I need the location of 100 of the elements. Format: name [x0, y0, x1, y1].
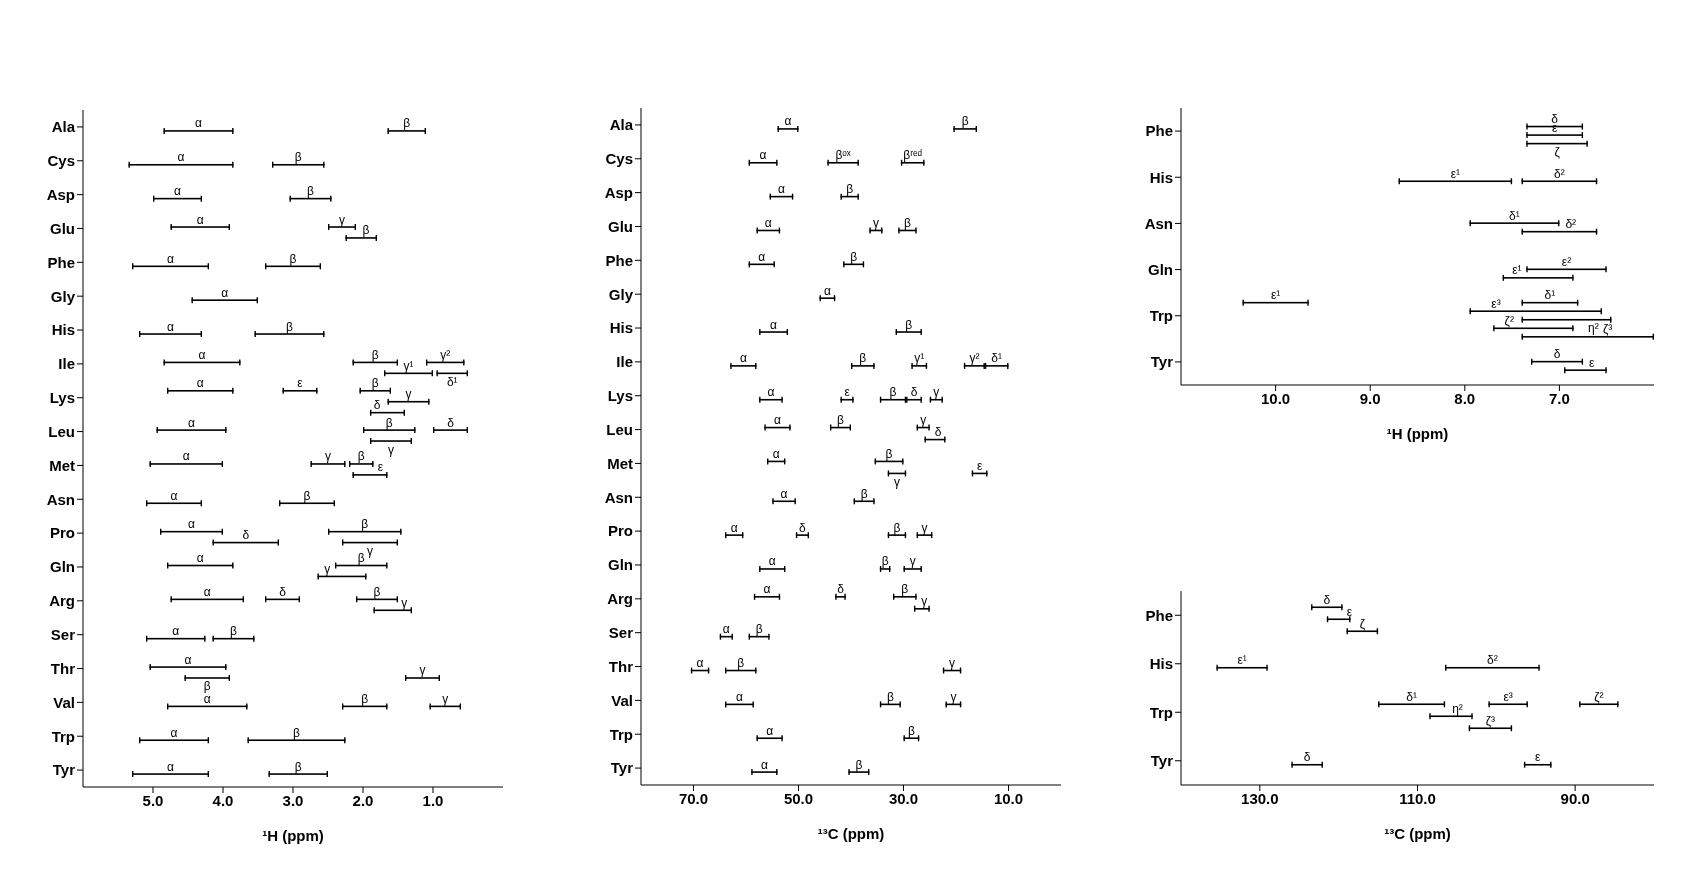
data-label: β — [886, 689, 894, 704]
data-label: βᵒˣ — [835, 148, 851, 163]
data-label: α — [195, 116, 203, 131]
data-label: β — [307, 184, 315, 199]
data-label: α — [184, 652, 192, 667]
y-tick-label: Tyr — [52, 761, 76, 779]
y-tick-label: Ala — [51, 118, 76, 136]
data-label: β — [373, 584, 381, 599]
x-axis-title: ¹³C (ppm) — [1384, 825, 1451, 842]
data-label: γ² — [969, 351, 980, 366]
data-label: δ¹ — [1544, 288, 1556, 303]
data-label: γ — [921, 520, 928, 535]
data-label: δ¹ — [446, 374, 458, 389]
data-label: α — [196, 376, 204, 391]
data-label: δ¹ — [1509, 208, 1520, 223]
data-label: α — [760, 757, 768, 772]
data-label: α — [739, 351, 747, 366]
data-label: β — [403, 116, 411, 131]
data-label: ε — [377, 460, 384, 475]
data-label: ε¹ — [1270, 288, 1281, 303]
x-tick-label: 30.0 — [888, 789, 919, 807]
y-tick-label: Trp — [1149, 307, 1173, 325]
y-tick-label: Trp — [51, 727, 75, 745]
x-tick-label: 8.0 — [1454, 389, 1476, 407]
data-label: β — [837, 413, 845, 428]
data-label: δ² — [1487, 653, 1498, 668]
y-tick-label: Asn — [1144, 214, 1173, 232]
y-tick-label: His — [51, 321, 75, 339]
y-tick-label: Val — [611, 691, 633, 709]
data-label: ε — [1346, 604, 1353, 619]
data-label: α — [774, 413, 782, 428]
y-tick-label: Met — [607, 454, 633, 472]
data-label: α — [167, 759, 175, 774]
data-label: α — [777, 182, 785, 197]
data-label: γ — [921, 594, 928, 609]
data-label: δ — [934, 425, 942, 440]
data-label: ε³ — [1491, 296, 1501, 311]
data-label: γ¹ — [914, 351, 925, 366]
y-tick-label: Arg — [607, 590, 633, 608]
data-label: β — [755, 622, 763, 637]
x-tick-label: 2.0 — [352, 791, 374, 809]
data-label: γ — [367, 544, 373, 559]
data-label: δ¹ — [1406, 689, 1417, 704]
y-tick-label: Trp — [609, 725, 633, 743]
y-tick-label: Gly — [50, 287, 76, 305]
y-tick-label: Thr — [50, 659, 76, 677]
data-label: β — [901, 582, 909, 597]
data-label: α — [170, 725, 178, 740]
y-tick-label: His — [1149, 655, 1173, 673]
y-tick-label: Asp — [46, 185, 75, 203]
data-label: α — [167, 319, 175, 334]
data-label: α — [198, 347, 206, 362]
data-label: γ² — [440, 347, 451, 362]
y-tick-label: Glu — [50, 219, 75, 237]
data-label: β — [286, 319, 294, 334]
x-tick-label: 70.0 — [678, 789, 709, 807]
data-label: α — [770, 317, 778, 332]
data-label: α — [764, 215, 772, 230]
data-label: α — [735, 689, 743, 704]
data-label: β — [905, 317, 913, 332]
y-tick-label: Lys — [49, 389, 75, 407]
data-label: γ¹ — [403, 358, 414, 373]
data-label: ε³ — [1503, 689, 1513, 704]
data-label: γ — [324, 561, 331, 576]
data-label: α — [177, 150, 185, 165]
data-label: α — [768, 554, 776, 569]
y-tick-label: Tyr — [1150, 353, 1174, 371]
data-label: β — [385, 415, 393, 430]
data-label: δ — [1303, 750, 1311, 765]
data-label: ε¹ — [1450, 166, 1461, 181]
data-label: δ — [1323, 592, 1331, 607]
data-label: β — [881, 554, 889, 569]
x-tick-label: 130.0 — [1241, 789, 1279, 807]
data-label: ζ² — [1504, 313, 1514, 328]
y-tick-label: Trp — [1149, 703, 1173, 721]
data-label: α — [784, 114, 792, 129]
x-tick-label: 10.0 — [1261, 389, 1291, 407]
y-tick-label: Tyr — [610, 759, 634, 777]
x-tick-label: 90.0 — [1560, 789, 1590, 807]
data-label: δ — [837, 582, 845, 597]
y-tick-label: Phe — [1145, 606, 1173, 624]
y-tick-label: Gln — [50, 558, 75, 576]
data-label: γ — [339, 212, 345, 227]
data-label: α — [766, 723, 774, 738]
data-label: ζ³ — [1603, 322, 1613, 337]
data-label: ε — [1589, 355, 1596, 370]
y-tick-label: Phe — [47, 253, 75, 271]
data-label: β — [846, 182, 854, 197]
data-label: γ — [442, 691, 449, 706]
data-label: η² — [1452, 701, 1463, 716]
data-label: β — [361, 517, 369, 532]
data-label: ε — [1535, 750, 1542, 765]
y-tick-label: Asp — [604, 183, 633, 201]
y-tick-label: Met — [49, 456, 75, 474]
data-label: β — [289, 251, 297, 266]
y-tick-label: Thr — [608, 657, 634, 675]
data-label: α — [730, 520, 738, 535]
data-label: β — [361, 691, 369, 706]
data-label: β — [362, 223, 370, 238]
x-tick-label: 3.0 — [282, 791, 304, 809]
